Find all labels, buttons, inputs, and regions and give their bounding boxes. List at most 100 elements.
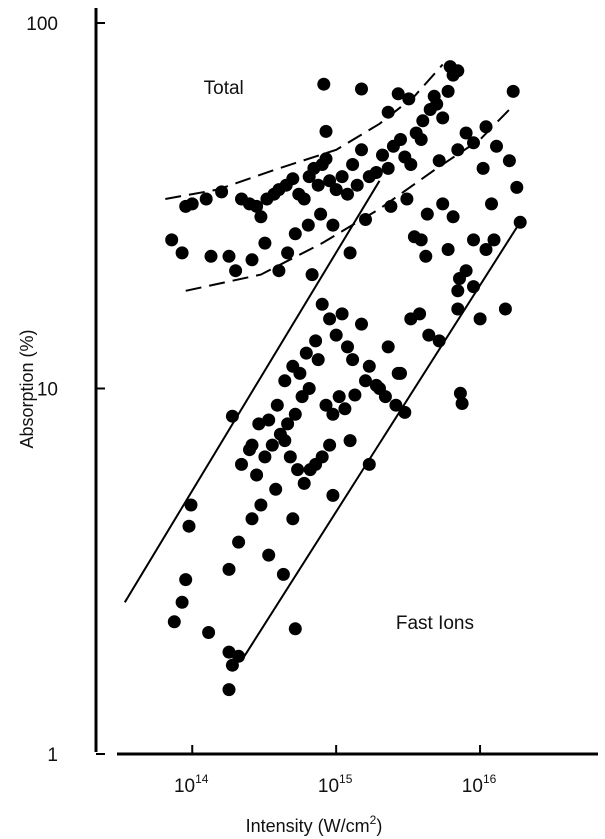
data-point-48 xyxy=(467,136,480,150)
data-point-96 xyxy=(329,328,343,342)
data-point-132 xyxy=(319,398,333,412)
data-point-58 xyxy=(427,89,441,103)
x-axis-title: Intensity (W/cm2) xyxy=(246,813,383,836)
data-point-84 xyxy=(459,264,473,278)
data-point-146 xyxy=(297,476,311,490)
solid-line-2 xyxy=(123,180,381,603)
data-point-92 xyxy=(436,197,450,211)
data-point-32 xyxy=(369,166,383,179)
data-point-136 xyxy=(348,388,362,402)
data-points xyxy=(165,60,527,697)
data-point-111 xyxy=(498,302,512,316)
data-point-117 xyxy=(288,407,302,421)
data-point-145 xyxy=(303,463,317,477)
data-point-89 xyxy=(305,268,319,282)
data-point-7 xyxy=(229,264,243,278)
data-point-29 xyxy=(350,178,364,192)
data-point-165 xyxy=(167,615,181,629)
data-point-151 xyxy=(254,498,268,512)
data-point-33 xyxy=(376,148,389,162)
data-point-133 xyxy=(326,407,340,421)
data-point-142 xyxy=(323,438,337,452)
y-tick-label-0: 1 xyxy=(47,745,58,766)
data-point-141 xyxy=(398,405,412,419)
data-point-103 xyxy=(381,340,395,354)
data-point-171 xyxy=(288,622,302,636)
data-point-26 xyxy=(335,170,349,184)
data-point-90 xyxy=(272,264,286,278)
data-point-66 xyxy=(485,197,498,211)
data-point-95 xyxy=(323,312,337,326)
data-point-110 xyxy=(473,312,487,326)
data-point-40 xyxy=(416,114,430,128)
data-point-94 xyxy=(315,297,329,311)
data-point-78 xyxy=(400,192,414,206)
data-point-108 xyxy=(432,334,446,348)
data-point-57 xyxy=(402,92,416,106)
data-point-138 xyxy=(369,378,383,392)
data-point-16 xyxy=(286,172,300,186)
data-point-0 xyxy=(165,233,179,247)
data-point-49 xyxy=(479,120,493,134)
data-point-80 xyxy=(414,233,428,247)
y-axis-ticks: 1 10 100 xyxy=(26,14,105,766)
data-point-46 xyxy=(451,143,465,157)
data-point-101 xyxy=(362,359,376,373)
x-tick-label-0: 1014 xyxy=(174,772,209,797)
data-point-36 xyxy=(394,133,407,146)
data-point-5 xyxy=(215,185,229,199)
annotation-total: Total xyxy=(204,78,244,99)
data-point-173 xyxy=(225,409,239,423)
data-point-55 xyxy=(355,82,368,96)
data-point-121 xyxy=(258,450,272,464)
data-point-43 xyxy=(436,111,450,125)
data-point-162 xyxy=(182,519,196,533)
data-point-157 xyxy=(286,512,300,526)
data-point-34 xyxy=(381,161,395,175)
data-point-161 xyxy=(184,498,198,512)
data-point-87 xyxy=(513,215,527,229)
data-point-6 xyxy=(222,249,236,263)
data-point-23 xyxy=(319,152,333,166)
data-point-148 xyxy=(283,450,297,464)
data-point-75 xyxy=(343,246,357,260)
data-point-147 xyxy=(291,463,305,477)
data-point-53 xyxy=(506,84,520,98)
data-point-72 xyxy=(301,218,315,232)
data-point-73 xyxy=(314,207,328,221)
data-point-60 xyxy=(451,64,465,78)
data-point-70 xyxy=(281,246,295,260)
data-point-126 xyxy=(270,398,284,412)
data-point-122 xyxy=(250,468,264,482)
data-point-1 xyxy=(175,246,189,260)
data-point-125 xyxy=(262,413,276,427)
data-point-81 xyxy=(420,207,434,221)
data-point-47 xyxy=(459,126,473,140)
dashed-curve-1 xyxy=(185,108,511,292)
data-point-65 xyxy=(476,161,490,175)
x-tick-label-2: 1016 xyxy=(462,772,497,797)
data-point-134 xyxy=(332,390,346,404)
data-point-11 xyxy=(254,210,268,224)
data-point-93 xyxy=(446,210,460,224)
data-point-71 xyxy=(288,227,302,241)
data-point-175 xyxy=(252,417,266,431)
data-point-153 xyxy=(232,535,246,549)
data-point-21 xyxy=(311,178,325,192)
data-point-140 xyxy=(389,398,403,412)
data-point-159 xyxy=(453,386,467,400)
data-point-4 xyxy=(199,192,213,206)
data-point-135 xyxy=(338,402,352,416)
data-point-54 xyxy=(317,77,331,91)
data-point-44 xyxy=(441,84,455,98)
annotations: Total Fast Ions xyxy=(204,78,474,634)
data-point-158 xyxy=(362,457,376,471)
data-point-10 xyxy=(250,199,264,213)
data-point-99 xyxy=(346,353,360,367)
data-point-177 xyxy=(391,366,405,380)
y-tick-label-2: 100 xyxy=(26,14,58,35)
data-point-38 xyxy=(404,158,418,171)
data-point-18 xyxy=(297,192,311,206)
data-point-172 xyxy=(326,488,340,502)
